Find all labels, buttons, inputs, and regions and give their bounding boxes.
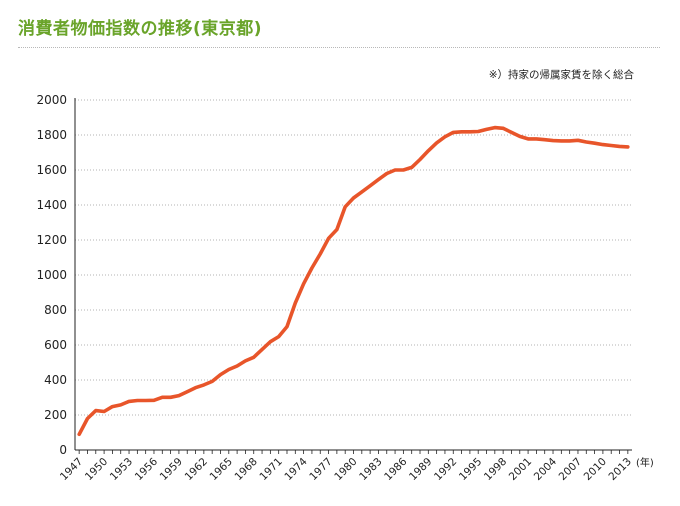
y-tick-label: 1000 (36, 268, 67, 282)
x-tick-label: 1977 (307, 456, 334, 483)
x-tick-label: 1947 (58, 456, 85, 483)
x-axis-label: (年) (636, 456, 654, 469)
y-tick-label: 200 (44, 408, 67, 422)
x-tick-label: 1974 (282, 455, 310, 483)
y-tick-label: 800 (44, 303, 67, 317)
chart-note: ※）持家の帰属家賃を除く総合 (488, 69, 634, 81)
x-tick-label: 1995 (457, 456, 484, 483)
x-tick-label: 1962 (183, 456, 210, 483)
x-tick-label: 1986 (382, 455, 410, 483)
x-tick-label: 1992 (432, 456, 459, 483)
y-axis-ticks: 0 200 400 600 800 1000 1200 1400 1600 1800 2000 (36, 93, 67, 457)
series-group (77, 125, 630, 437)
x-tick-label: 1980 (332, 456, 359, 483)
x-tick-label: 2010 (582, 456, 609, 483)
y-tick-label: 1400 (36, 198, 67, 212)
x-tick-label: 2004 (532, 455, 560, 483)
page-title: 消費者物価指数の推移(東京都) (18, 19, 263, 39)
x-tick-label: 1968 (232, 456, 259, 483)
y-tick-label: 600 (44, 338, 67, 352)
x-tick-label: 1959 (158, 456, 185, 483)
x-tick-label: 1950 (83, 456, 110, 483)
y-tick-label: 400 (44, 373, 67, 387)
gridlines (75, 99, 632, 416)
x-tick-label: 1956 (133, 455, 161, 483)
y-tick-label: 0 (59, 443, 67, 457)
y-tick-label: 1800 (36, 128, 67, 142)
x-axis-ticks: 1947195019531956195919621965196819711974… (58, 450, 634, 483)
x-tick-label: 1998 (482, 456, 509, 483)
y-tick-label: 1600 (36, 163, 67, 177)
x-tick-label: 1989 (407, 456, 434, 483)
series-line (77, 125, 630, 437)
title-divider (18, 47, 660, 48)
x-tick-label: 1965 (208, 456, 235, 483)
y-tick-label: 2000 (36, 93, 67, 107)
x-tick-label: 1953 (108, 456, 135, 483)
x-tick-label: 1983 (357, 456, 384, 483)
x-tick-label: 2007 (557, 456, 584, 483)
y-tick-label: 1200 (36, 233, 67, 247)
x-tick-label: 1971 (257, 456, 284, 483)
x-tick-label: 2001 (507, 456, 534, 483)
x-tick-label: 2013 (607, 456, 634, 483)
